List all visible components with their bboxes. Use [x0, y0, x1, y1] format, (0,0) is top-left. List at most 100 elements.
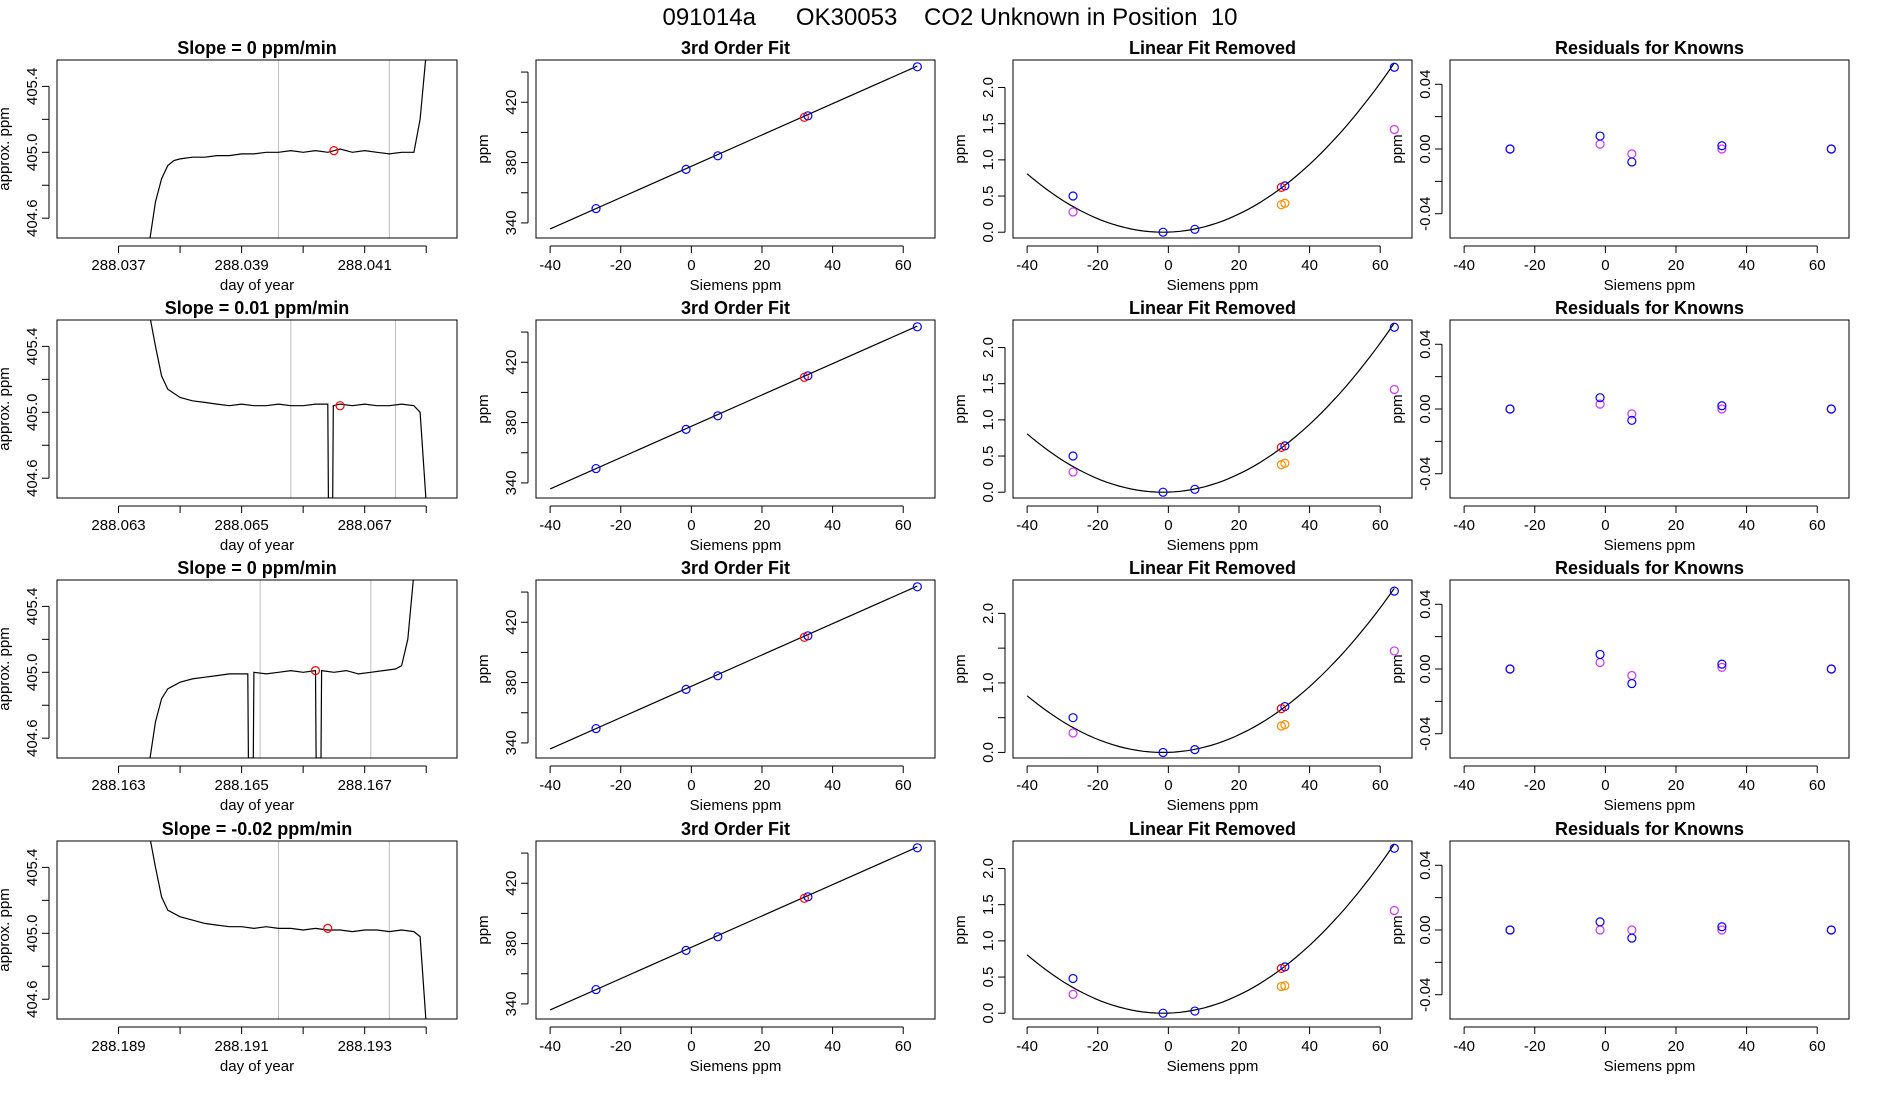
x-tick-label: 20	[1668, 777, 1685, 794]
x-axis-label: day of year	[220, 537, 294, 554]
x-tick-label: 0	[1164, 1038, 1172, 1055]
x-tick-label: 20	[754, 257, 771, 274]
panel-3-2: Linear Fit Removed -40 -20 0 20 40 60 Siemens p…	[952, 819, 1413, 1075]
x-axis-label: Siemens ppm	[1604, 277, 1696, 294]
y-axis-label: approx. ppm	[0, 367, 13, 450]
panel-title: Slope = 0 ppm/min	[177, 38, 337, 58]
y-tick-label: 0.00	[1417, 134, 1434, 163]
y-axis-label: ppm	[1389, 915, 1406, 944]
plot-frame	[1012, 319, 1413, 499]
x-tick-label: 60	[895, 517, 912, 534]
red-point	[329, 146, 339, 156]
x-tick-label: -20	[1087, 1038, 1109, 1055]
y-tick-label: 2.0	[980, 337, 997, 358]
y-axis-label: ppm	[475, 134, 492, 163]
panel-title: Residuals for Knowns	[1555, 298, 1744, 318]
blue-point	[591, 463, 601, 474]
x-tick-label: 40	[1738, 257, 1755, 274]
x-tick-label: 20	[1668, 257, 1685, 274]
x-tick-label: -20	[610, 257, 632, 274]
y-tick-label: 0.00	[1417, 394, 1434, 423]
x-tick-label: 60	[1809, 517, 1826, 534]
y-tick-label: 405.0	[24, 394, 41, 432]
panel-title: Linear Fit Removed	[1129, 819, 1296, 839]
y-tick-label: 0.04	[1417, 70, 1434, 99]
x-tick-label: 40	[1301, 777, 1318, 794]
y-tick-label: 340	[503, 210, 520, 235]
plot-frame	[535, 579, 936, 759]
y-tick-label: 1.0	[980, 672, 997, 693]
y-tick-label: 404.6	[24, 199, 41, 237]
red-point	[799, 112, 809, 122]
magenta-point	[1717, 662, 1727, 672]
panel-2-3: Residuals for Knowns -40 -20 0 20 40 60 Siemens…	[1389, 558, 1850, 814]
panel-1-3: Residuals for Knowns -40 -20 0 20 40 60 Siemens…	[1389, 298, 1850, 554]
y-tick-label: 380	[503, 931, 520, 956]
x-tick-label: 20	[754, 777, 771, 794]
panel-1-0: Slope = 0.01 ppm/min 288.063 288.065 288.06…	[0, 298, 458, 554]
x-axis-label: Siemens ppm	[690, 797, 782, 814]
red-point	[1276, 704, 1286, 714]
magenta-point	[1389, 384, 1399, 395]
y-tick-label: 0.04	[1417, 590, 1434, 619]
magenta-point	[1389, 905, 1399, 916]
blue-point	[1505, 925, 1515, 935]
x-tick-label: 40	[1301, 517, 1318, 534]
panel-title: Slope = -0.02 ppm/min	[162, 819, 353, 839]
y-tick-label: 340	[503, 470, 520, 495]
fit-curve	[1026, 588, 1395, 753]
blue-point	[912, 843, 922, 853]
y-tick-label: 405.4	[24, 328, 41, 366]
blue-point	[1717, 141, 1727, 151]
y-tick-label: 0.0	[980, 222, 997, 243]
blue-point	[1505, 664, 1515, 674]
y-axis-label: approx. ppm	[0, 107, 13, 190]
x-tick-label: 288.037	[91, 257, 145, 274]
red-point	[1276, 442, 1286, 452]
plot-area	[1505, 917, 1836, 943]
x-tick-label: 40	[824, 517, 841, 534]
y-tick-label: -0.04	[1417, 457, 1434, 491]
blue-point	[1389, 586, 1399, 596]
blue-point	[1595, 393, 1605, 403]
y-tick-label: 405.0	[24, 915, 41, 953]
blue-point	[1595, 131, 1605, 141]
panel-0-1: 3rd Order Fit -40 -20 0 20 40 60 Siemens ppm 340…	[475, 38, 936, 294]
y-axis-label: ppm	[1389, 394, 1406, 423]
fit-line	[549, 65, 918, 230]
magenta-point	[1068, 207, 1078, 217]
x-tick-label: 288.065	[214, 517, 268, 534]
y-tick-label: 405.4	[24, 849, 41, 887]
blue-point	[1826, 925, 1836, 935]
plot-frame	[56, 579, 458, 759]
blue-point	[1158, 1008, 1168, 1018]
orange-point	[1280, 458, 1290, 468]
x-tick-label: 40	[1738, 1038, 1755, 1055]
x-axis-label: Siemens ppm	[1604, 797, 1696, 814]
x-tick-label: 40	[1738, 517, 1755, 534]
plot-frame	[535, 59, 936, 239]
fit-line	[549, 325, 918, 490]
blue-point	[1068, 191, 1078, 201]
orange-point	[1280, 981, 1290, 991]
x-tick-label: 0	[687, 257, 695, 274]
panel-3-1: 3rd Order Fit -40 -20 0 20 40 60 Siemens ppm 340…	[475, 819, 936, 1075]
page-title: 091014a OK30053 CO2 Unknown in Position …	[662, 4, 1238, 31]
x-tick-label: -40	[539, 1038, 561, 1055]
x-tick-label: 0	[1601, 1038, 1609, 1055]
data-trace	[149, 841, 427, 1019]
y-tick-label: 2.0	[980, 858, 997, 879]
x-tick-label: -20	[1087, 257, 1109, 274]
x-tick-label: 288.193	[338, 1038, 392, 1055]
blue-point	[681, 424, 691, 434]
y-axis-label: approx. ppm	[0, 627, 13, 710]
blue-point	[1826, 404, 1836, 414]
y-tick-label: 1.0	[980, 409, 997, 430]
panel-0-2: Linear Fit Removed -40 -20 0 20 40 60 Siemens p…	[952, 38, 1413, 294]
y-tick-label: 0.0	[980, 742, 997, 763]
y-tick-label: 1.5	[980, 113, 997, 134]
blue-point	[1389, 843, 1399, 853]
y-tick-label: 0.5	[980, 446, 997, 467]
y-axis-label: ppm	[475, 654, 492, 683]
blue-point	[681, 164, 691, 174]
